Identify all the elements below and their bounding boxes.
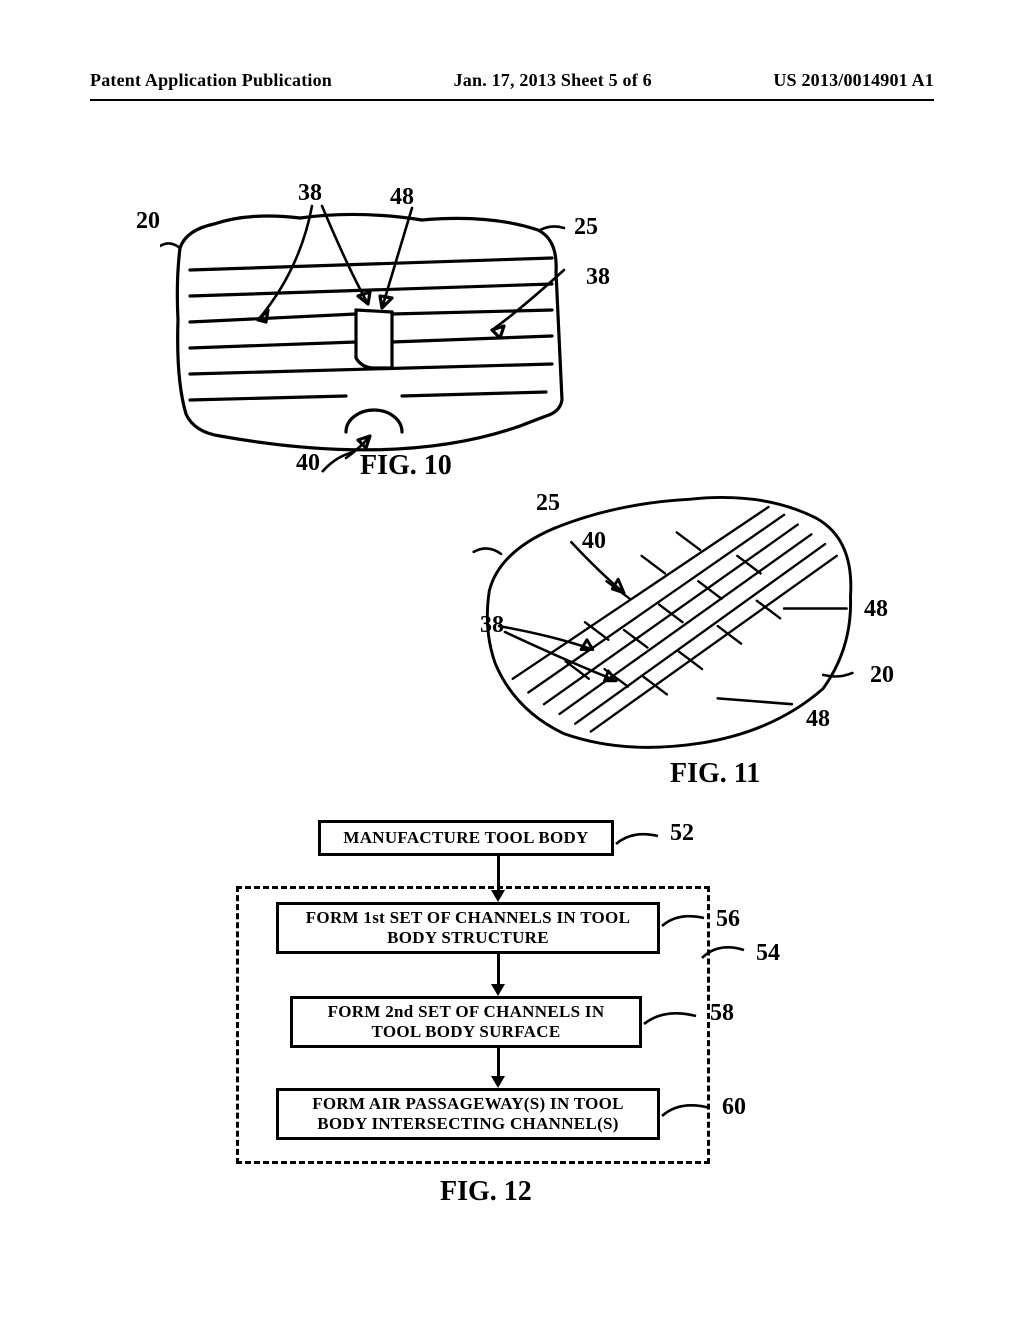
hdr-center: Jan. 17, 2013 Sheet 5 of 6 [454,70,652,91]
fig10-callout-40: 40 [296,450,320,477]
fig10-callout-20: 20 [136,208,160,235]
fig10-40-tick [320,448,360,478]
hdr-rule [90,99,934,101]
fig11-callout-25: 25 [536,490,560,517]
fig11-label: FIG. 11 [670,758,760,790]
fig12-step-58: FORM 2nd SET OF CHANNELS IN TOOL BODY SU… [290,996,642,1048]
fig10-callout-38a: 38 [298,180,322,207]
fig11-callout-20: 20 [870,662,894,689]
fig12-num-54: 54 [756,940,780,967]
fig12-num-52: 52 [670,820,694,847]
fig12-num-58: 58 [710,1000,734,1027]
fig10-callout-25: 25 [574,214,598,241]
page-header: Patent Application Publication Jan. 17, … [90,70,934,91]
fig12-step-56-text: FORM 1st SET OF CHANNELS IN TOOL BODY ST… [306,908,630,947]
fig12-num-56: 56 [716,906,740,933]
fig12-tick-52 [614,826,664,852]
fig12-tick-58 [642,1004,702,1032]
fig11-callout-40: 40 [582,528,606,555]
fig10-callout-48: 48 [390,184,414,211]
fig12-step-60: FORM AIR PASSAGEWAY(S) IN TOOL BODY INTE… [276,1088,660,1140]
fig12-step-52-text: MANUFACTURE TOOL BODY [343,828,588,848]
fig12-tick-56 [660,908,710,934]
fig12-step-60-text: FORM AIR PASSAGEWAY(S) IN TOOL BODY INTE… [312,1094,624,1133]
fig12-tick-60 [660,1096,716,1124]
fig12-tick-54 [700,938,750,966]
fig10-callout-38b: 38 [586,264,610,291]
hdr-left: Patent Application Publication [90,70,332,91]
fig12-arrow-1 [491,856,505,902]
hdr-right: US 2013/0014901 A1 [773,70,934,91]
fig11-callout-48b: 48 [806,706,830,733]
fig11-drawing [460,480,870,780]
fig12-step-52: MANUFACTURE TOOL BODY [318,820,614,856]
fig12-num-60: 60 [722,1094,746,1121]
fig11-callout-38: 38 [480,612,504,639]
fig10-drawing [160,200,580,480]
fig12-flowchart: MANUFACTURE TOOL BODY FORM 1st SET OF CH… [218,820,778,1190]
fig11-callout-48a: 48 [864,596,888,623]
fig12-step-56: FORM 1st SET OF CHANNELS IN TOOL BODY ST… [276,902,660,954]
fig12-arrow-3 [491,1048,505,1088]
fig10-label: FIG. 10 [360,450,452,482]
fig12-label: FIG. 12 [440,1176,532,1208]
fig12-arrow-2 [491,954,505,996]
fig12-step-58-text: FORM 2nd SET OF CHANNELS IN TOOL BODY SU… [328,1002,605,1041]
